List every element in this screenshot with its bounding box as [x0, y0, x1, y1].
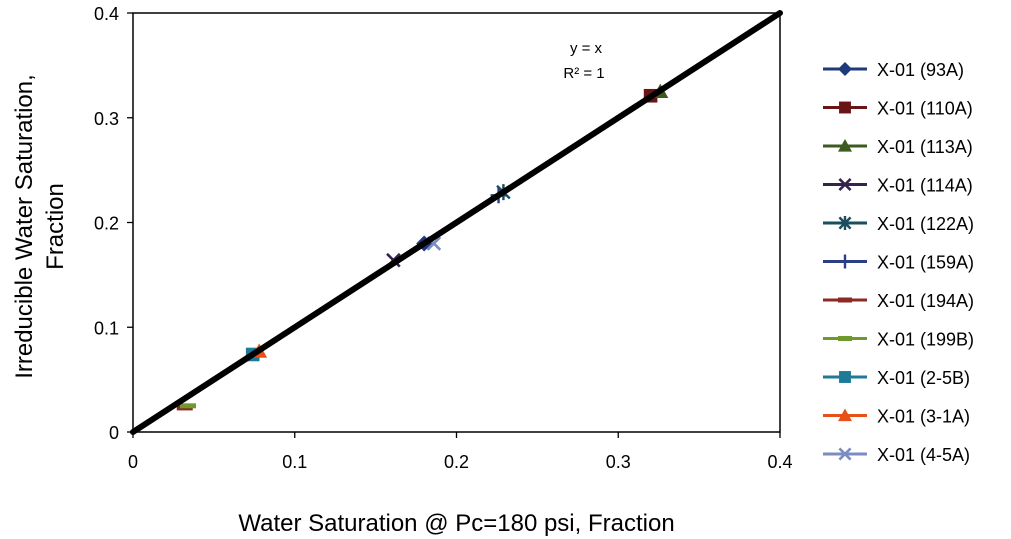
- legend-item: X-01 (199B): [823, 330, 974, 350]
- legend-marker: [839, 371, 851, 383]
- legend-label: X-01 (113A): [877, 137, 973, 157]
- y-tick-label: 0.1: [94, 318, 119, 338]
- x-tick-label: 0.2: [444, 452, 469, 472]
- y-axis-title-line: Fraction: [42, 183, 69, 270]
- legend-marker: [838, 408, 852, 422]
- y-axis-title-line: Irreducible Water Saturation,: [11, 74, 38, 379]
- legend-marker: [838, 139, 852, 152]
- legend-marker: [839, 101, 851, 114]
- legend-item: X-01 (159A): [823, 253, 974, 273]
- legend-item: X-01 (110A): [823, 99, 973, 119]
- y-tick-label: 0.3: [94, 109, 119, 129]
- legend-label: X-01 (2-5B): [877, 368, 970, 388]
- x-tick-label: 0.4: [767, 452, 792, 472]
- x-axis-title: Water Saturation @ Pc=180 psi, Fraction: [238, 510, 674, 537]
- legend-item: X-01 (2-5B): [823, 368, 970, 388]
- legend-label: X-01 (194A): [877, 291, 974, 311]
- legend-marker: [838, 447, 852, 461]
- y-tick-label: 0.4: [94, 4, 119, 24]
- y-tick-label: 0.2: [94, 214, 119, 234]
- legend-item: X-01 (114A): [823, 176, 973, 196]
- legend-marker: [838, 62, 852, 76]
- y-axis-title: Irreducible Water Saturation, Fraction: [11, 74, 69, 379]
- y-tick-label: 0: [109, 423, 119, 443]
- legend-item: X-01 (194A): [823, 291, 974, 311]
- legend-marker: [838, 254, 852, 269]
- legend-marker: [838, 297, 852, 303]
- legend-marker: [838, 177, 852, 192]
- legend-label: X-01 (3-1A): [877, 407, 970, 427]
- data-point: [179, 403, 196, 409]
- legend-marker: [838, 336, 852, 341]
- legend-label: X-01 (4-5A): [877, 445, 970, 465]
- trendline-equation: y = x: [570, 40, 603, 57]
- legend-marker: [838, 216, 852, 230]
- x-tick-label: 0.1: [282, 452, 307, 472]
- legend-item: X-01 (93A): [823, 60, 964, 80]
- legend-label: X-01 (93A): [877, 60, 964, 80]
- legend-item: X-01 (4-5A): [823, 445, 970, 465]
- x-tick-label: 0.3: [606, 452, 631, 472]
- legend-label: X-01 (110A): [877, 99, 973, 119]
- legend-label: X-01 (199B): [877, 330, 974, 350]
- legend-item: X-01 (113A): [823, 137, 973, 157]
- legend-label: X-01 (122A): [877, 214, 974, 234]
- legend-label: X-01 (114A): [877, 176, 973, 196]
- x-tick-label: 0: [128, 452, 138, 472]
- trendline: [130, 10, 783, 435]
- legend-item: X-01 (122A): [823, 214, 974, 234]
- legend-item: X-01 (3-1A): [823, 407, 970, 427]
- trendline-r-squared: R² = 1: [563, 65, 604, 82]
- legend-label: X-01 (159A): [877, 253, 974, 273]
